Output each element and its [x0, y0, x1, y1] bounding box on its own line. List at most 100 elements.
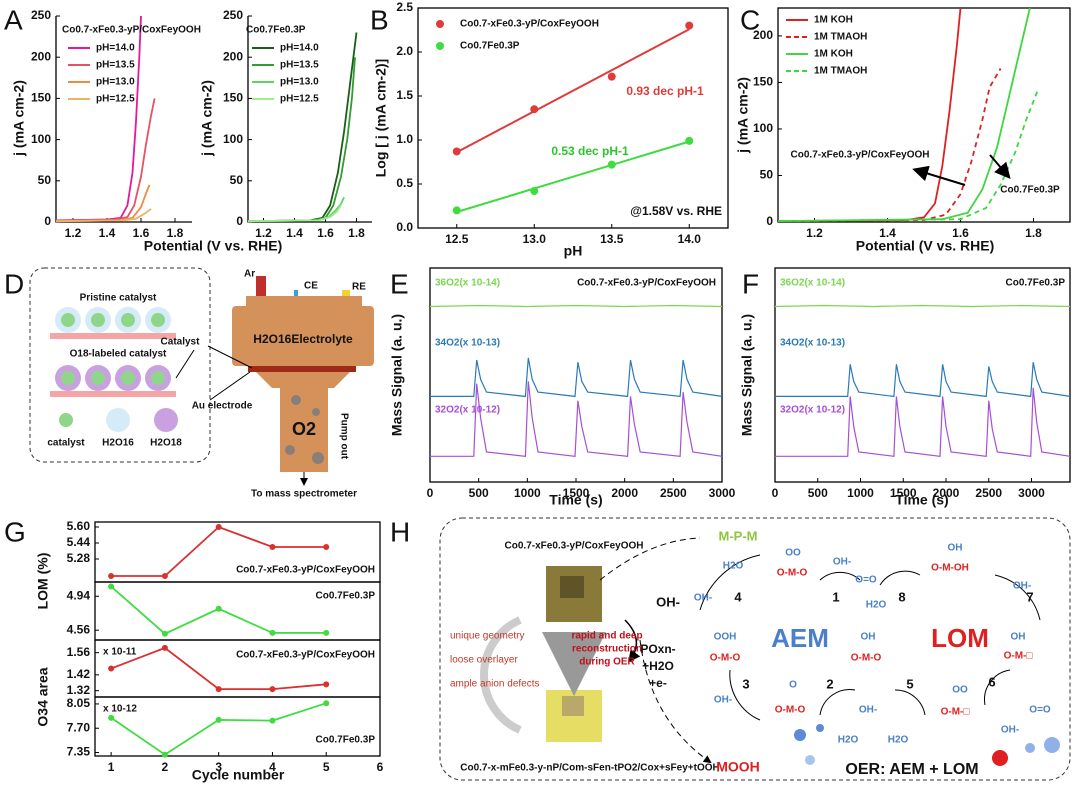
- y-tick-label: 1.0: [396, 132, 413, 146]
- y-tick-label: 200: [31, 49, 51, 63]
- connector: [599, 537, 701, 581]
- y-tick-label: 200: [223, 49, 243, 63]
- x-tick-label: 2500: [975, 486, 1002, 500]
- x-axis-label: Cycle number: [192, 767, 285, 783]
- x-tick-label: 500: [808, 486, 828, 500]
- molecule: [805, 755, 815, 765]
- annotation: Co0.7Fe0.3P: [316, 591, 376, 602]
- x-axis-label: pH: [564, 243, 583, 259]
- data-line: [247, 204, 342, 223]
- x-tick-label: 500: [469, 486, 489, 500]
- data-line: [777, 91, 1039, 222]
- marker: [161, 751, 168, 758]
- data-line: [775, 362, 1071, 398]
- fit-line: [456, 140, 690, 213]
- annotation: Co0.7Fe0.3P: [1000, 185, 1060, 196]
- legend-label: pH=13.5: [96, 60, 135, 71]
- diagram-text: Co0.7-xFe0.3-yP/CoxFeyOOH: [505, 541, 644, 552]
- diagram-text: OH-: [833, 557, 851, 568]
- multiplier: x 10-11: [103, 647, 137, 658]
- diagram-text: O-M-□: [1004, 651, 1033, 662]
- cycle-arc: [994, 574, 1041, 621]
- y-tick-label: 200: [753, 28, 773, 42]
- y-tick-label: 150: [31, 91, 51, 105]
- marker: [161, 644, 168, 651]
- label: Pristine catalyst: [80, 293, 157, 304]
- y-tick-label: 100: [31, 132, 51, 146]
- diagram-text: 3: [742, 676, 749, 691]
- y-tick-label: 0: [236, 214, 243, 228]
- legend-marker: [436, 42, 444, 50]
- diagram-text: M-P-M: [719, 528, 758, 543]
- y-tick-label: 50: [38, 173, 52, 187]
- legend-label: pH=14.0: [96, 43, 135, 54]
- legend-label: H2O18: [150, 438, 182, 449]
- y-tick-label: 150: [753, 75, 773, 89]
- y-axis-label: j (mA cm-2): [735, 77, 751, 154]
- dashed-frame: [439, 517, 1071, 781]
- x-tick-label: 3000: [1018, 486, 1045, 500]
- y-axis-label: O34 area: [35, 667, 51, 726]
- x-tick-label: 12.5: [445, 232, 469, 246]
- point: [607, 72, 616, 81]
- marker: [215, 686, 222, 693]
- labeled-row: [50, 365, 176, 397]
- diagram-text: O-M-O: [851, 653, 882, 664]
- molecule: [992, 750, 1008, 766]
- legend-label: Co0.7-xFe0.3-yP/CoxFeyOOH: [460, 19, 599, 30]
- diagram-text: 2: [826, 676, 833, 691]
- legend-icon: [154, 408, 178, 432]
- diagram-text: AEM: [771, 623, 829, 653]
- dashed-frame: [29, 267, 211, 463]
- x-tick-label: 1.6: [133, 226, 150, 240]
- diagram-text: O-M-O: [775, 705, 806, 716]
- plot-frame: [774, 267, 1071, 483]
- y-tick-label: 2.0: [396, 44, 413, 58]
- panel-label: D: [4, 268, 24, 299]
- data-line: [777, 68, 1002, 222]
- x-tick-label: 0: [772, 486, 779, 500]
- diagram-text: Co0.7-x-mFe0.3-y-nP/Com-sFen-tPO2/Cox+sF…: [460, 763, 720, 774]
- cube-core: [560, 576, 584, 598]
- point: [685, 136, 694, 145]
- cycle-arc: [879, 570, 921, 586]
- electrode-label: Au electrode: [192, 401, 253, 412]
- trace-label: 32O2(x 10-12): [780, 405, 845, 416]
- y-axis-label: Mass Signal (a. u.): [739, 314, 755, 436]
- diagram-text: 1: [832, 589, 839, 604]
- x-tick-label: 3: [215, 760, 222, 774]
- plot: 12.5 13.0 13.5 14.0 0.0 0.5 1.0 1.5 2.0 2.5 pH Log …: [373, 0, 729, 259]
- pristine-row: [50, 307, 176, 339]
- x-tick-label: 1.6: [952, 226, 969, 240]
- marker: [161, 630, 168, 637]
- plot: 0 500 1000 1500 2000 2500 3000 Time (s) Mass Sig…: [389, 267, 736, 508]
- x-tick-label: 2: [162, 760, 169, 774]
- y-tick-label: 1.32: [67, 683, 91, 697]
- arrow: [989, 154, 1011, 180]
- y-tick-label: 100: [753, 121, 773, 135]
- diagram-text: O-M-□: [941, 707, 970, 718]
- x-tick-label: 2000: [611, 486, 638, 500]
- connector: [639, 639, 712, 764]
- y-tick-label: 4.56: [67, 622, 91, 636]
- x-tick-label: 13.0: [523, 232, 547, 246]
- y-tick-label: 4.94: [67, 588, 91, 602]
- x-tick-label: 1.8: [1025, 226, 1042, 240]
- molecule: [816, 724, 824, 732]
- x-tick-label: 1.8: [167, 226, 184, 240]
- y-axis-label: Mass Signal (a. u.): [389, 314, 405, 436]
- legend-label: 1M KOH: [814, 15, 853, 26]
- cycle-arc: [819, 571, 861, 581]
- diagram-text: OH: [1011, 632, 1026, 643]
- y-tick-label: 100: [223, 132, 243, 146]
- x-axis-label: Potential (V vs. RHE): [144, 238, 282, 254]
- legend-label: pH=13.0: [96, 77, 135, 88]
- trace-label: 36O2(x 10-14): [435, 278, 500, 289]
- molecule: [794, 729, 806, 741]
- marker: [108, 583, 115, 590]
- plot: 1.32 1.42 1.56 O34 area Co0.7-xFe0.3-yP/CoxF…: [35, 639, 381, 727]
- legend-icon: [59, 413, 73, 427]
- diagram-text: O=O: [855, 575, 877, 586]
- x-tick-label: 1000: [514, 486, 541, 500]
- annotation: Co0.7Fe0.3P: [1006, 278, 1066, 289]
